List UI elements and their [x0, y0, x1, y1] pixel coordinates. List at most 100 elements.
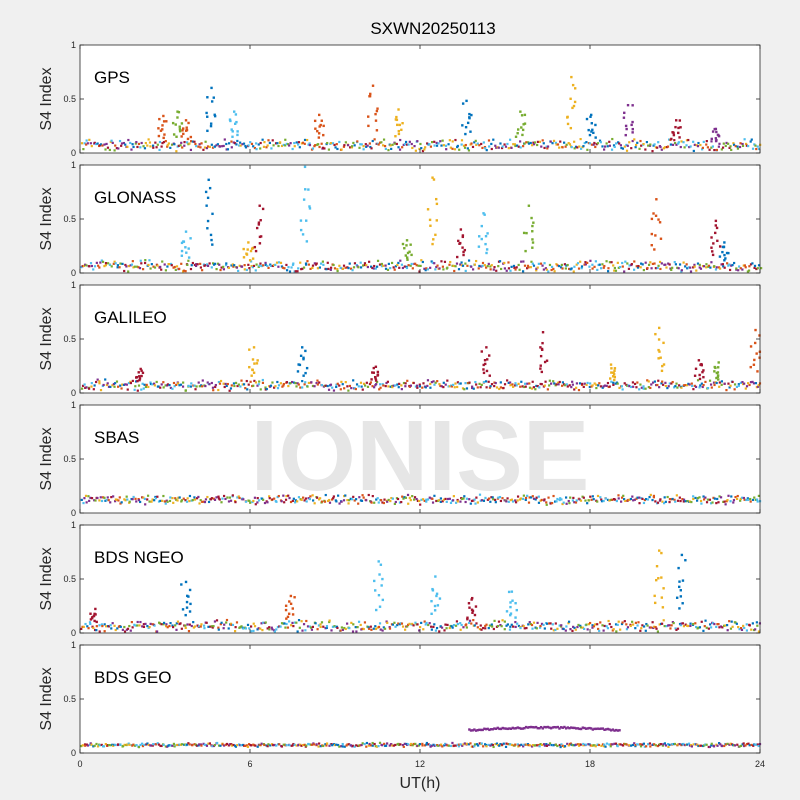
- data-point: [594, 260, 597, 263]
- data-point: [669, 627, 672, 630]
- data-point: [267, 139, 270, 142]
- data-point: [231, 623, 235, 627]
- arc-point: [538, 727, 541, 730]
- data-point: [232, 141, 235, 144]
- data-point: [605, 260, 608, 263]
- data-point: [672, 621, 675, 625]
- data-point: [424, 269, 427, 272]
- data-point: [473, 745, 476, 748]
- spike-point: [159, 129, 163, 132]
- data-point: [571, 629, 574, 633]
- data-point: [199, 146, 202, 149]
- spike-point: [189, 135, 193, 139]
- spike-peak: [176, 110, 179, 113]
- data-point: [129, 141, 132, 145]
- data-point: [588, 142, 591, 145]
- data-point: [320, 262, 323, 265]
- data-point: [526, 264, 530, 267]
- data-point: [610, 498, 613, 501]
- data-point: [459, 263, 462, 266]
- y-axis-label: S4 Index: [38, 187, 55, 250]
- data-point: [222, 265, 225, 268]
- data-point: [355, 263, 358, 267]
- data-point: [440, 626, 444, 629]
- data-point: [718, 742, 721, 745]
- data-point: [574, 501, 578, 504]
- data-point: [222, 144, 225, 148]
- data-point: [87, 627, 90, 630]
- data-point: [275, 261, 279, 264]
- spike-peak: [510, 590, 514, 593]
- spike-point: [507, 590, 511, 594]
- data-point: [93, 744, 96, 747]
- data-point: [507, 381, 510, 384]
- data-point: [93, 141, 96, 144]
- data-point: [639, 745, 643, 748]
- data-point: [617, 266, 620, 269]
- spike-point: [185, 251, 188, 254]
- data-point: [736, 743, 739, 746]
- spike-point: [461, 102, 465, 105]
- spike-point: [248, 259, 252, 262]
- data-point: [646, 498, 650, 501]
- spike-point: [571, 83, 575, 87]
- data-point: [418, 383, 421, 386]
- data-point: [191, 744, 194, 747]
- spike-point: [678, 607, 681, 610]
- data-point: [449, 146, 452, 149]
- data-point: [514, 384, 517, 387]
- data-point: [102, 745, 106, 748]
- data-point: [541, 743, 544, 746]
- data-point: [753, 143, 756, 146]
- data-point: [467, 259, 471, 262]
- data-point: [719, 496, 723, 499]
- arc-point: [583, 726, 586, 730]
- data-point: [195, 385, 198, 388]
- data-point: [199, 262, 202, 265]
- spike-point: [468, 116, 471, 120]
- spike-point: [715, 376, 718, 380]
- data-point: [702, 495, 705, 498]
- data-point: [267, 743, 270, 746]
- data-point: [439, 384, 442, 388]
- data-point: [209, 498, 212, 501]
- data-point: [333, 267, 337, 270]
- data-point: [135, 140, 138, 144]
- data-point: [162, 381, 165, 384]
- data-point: [646, 379, 649, 382]
- data-point: [606, 498, 610, 502]
- data-point: [705, 266, 708, 269]
- data-point: [621, 621, 624, 624]
- data-point: [158, 622, 162, 625]
- data-point: [416, 140, 419, 143]
- data-point: [331, 142, 335, 145]
- data-point: [619, 144, 622, 147]
- data-point: [426, 498, 430, 501]
- data-point: [638, 496, 641, 499]
- spike-point: [255, 362, 259, 365]
- data-point: [143, 743, 146, 746]
- data-point: [696, 497, 699, 500]
- data-point: [274, 142, 278, 145]
- y-axis-label: S4 Index: [38, 307, 55, 370]
- data-point: [648, 742, 652, 745]
- y-tick-label: 0.5: [63, 334, 76, 344]
- data-point: [185, 500, 189, 503]
- data-point: [500, 146, 504, 150]
- data-point: [150, 263, 153, 266]
- data-point: [531, 380, 534, 383]
- data-point: [656, 501, 660, 504]
- data-point: [493, 619, 496, 622]
- data-point: [157, 385, 160, 388]
- data-point: [307, 497, 310, 500]
- data-point: [576, 625, 579, 629]
- data-point: [114, 628, 117, 632]
- data-point: [516, 495, 520, 498]
- data-point: [415, 384, 419, 387]
- data-point: [215, 144, 218, 147]
- spike-point: [594, 123, 597, 127]
- y-tick-label: 0.5: [63, 454, 76, 464]
- data-point: [367, 493, 370, 497]
- data-point: [256, 628, 259, 631]
- spike-point: [714, 231, 717, 235]
